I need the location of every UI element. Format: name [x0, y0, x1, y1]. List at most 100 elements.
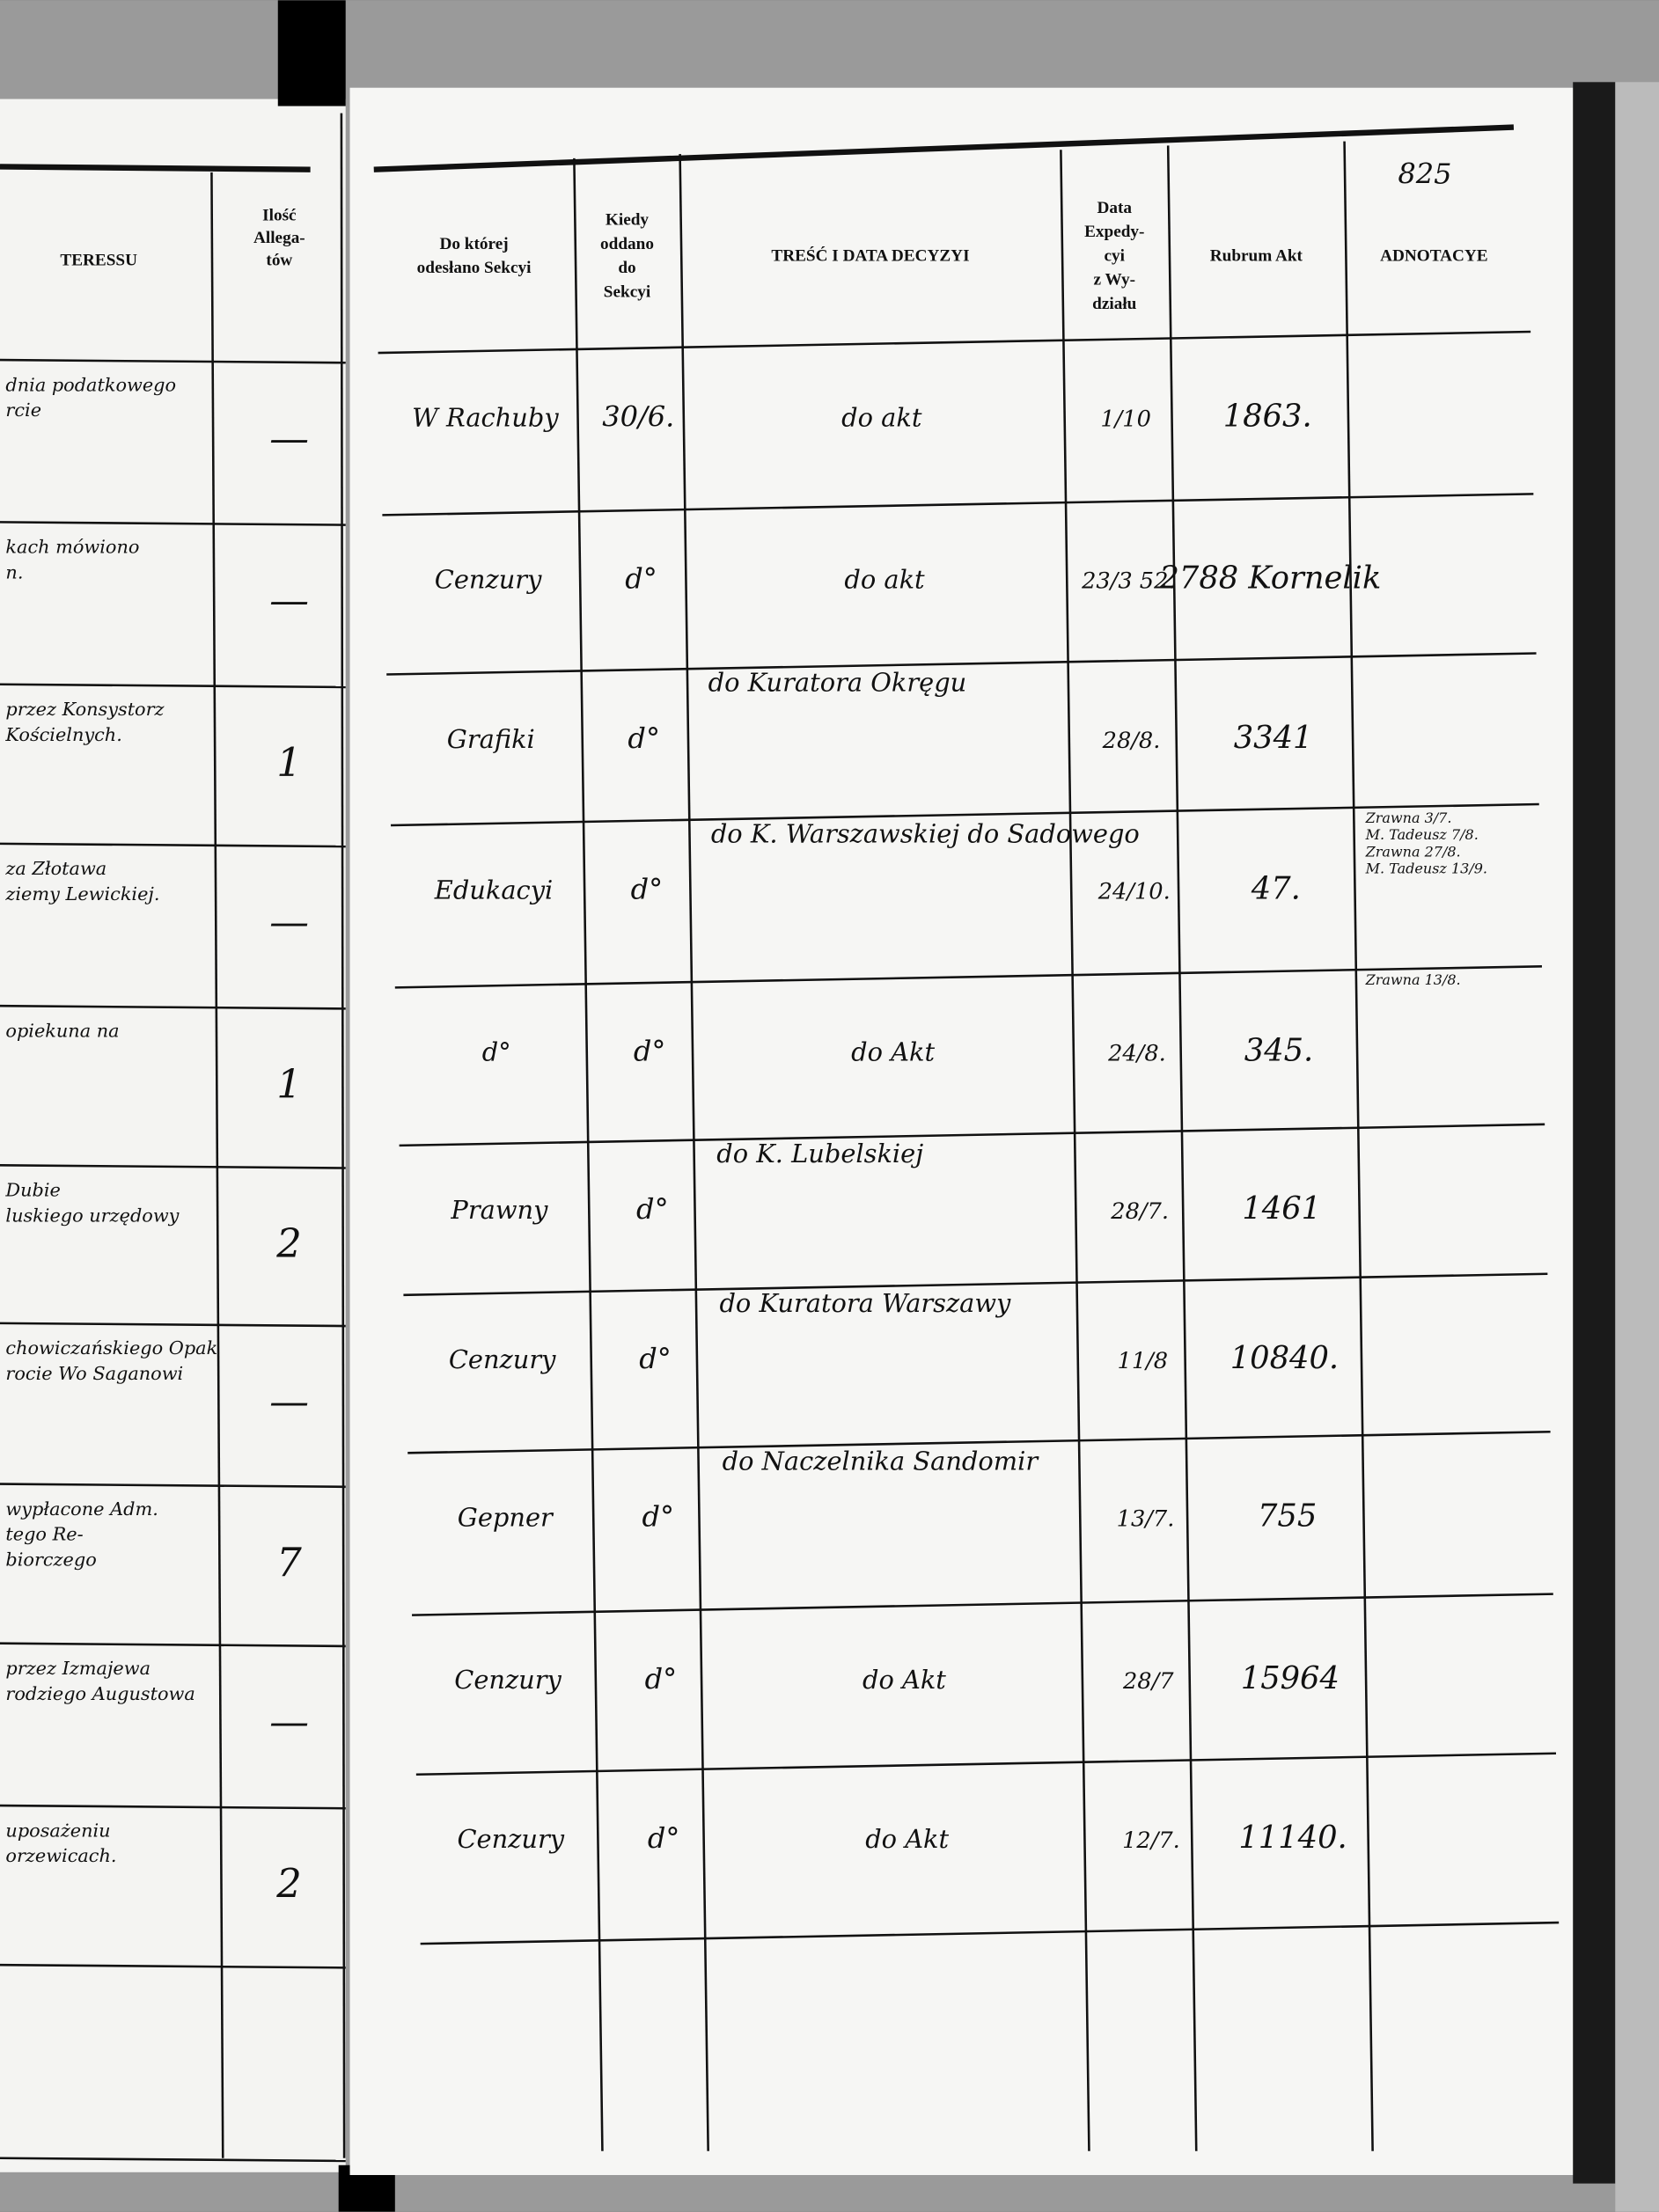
column-rule	[340, 113, 346, 2158]
date-cell: d°	[628, 721, 660, 755]
row-rule	[403, 1272, 1548, 1297]
annotation-line: Zrawna 27/8.	[1365, 843, 1461, 860]
column-header: Kiedy	[606, 211, 650, 230]
date-cell: d°	[634, 1035, 666, 1068]
column-header: do	[618, 259, 635, 277]
allegata-count: 2	[275, 1220, 302, 1267]
rubrum-cell: 10840.	[1230, 1340, 1339, 1376]
expedition-cell: 11/8	[1118, 1348, 1169, 1374]
page-number: 825	[1398, 157, 1451, 191]
allegata-count: 7	[276, 1539, 302, 1586]
rubrum-cell: 1461	[1242, 1190, 1321, 1227]
column-header: Ilość	[262, 206, 297, 224]
content-cell: do Akt	[863, 1665, 946, 1695]
rubrum-cell: 345.	[1244, 1033, 1314, 1069]
entry-text: opiekuna na	[5, 1020, 119, 1041]
column-header: TERESSU	[60, 252, 137, 270]
column-rule	[210, 172, 224, 2158]
section-cell: Cenzury	[457, 1824, 564, 1854]
section-cell: Cenzury	[449, 1344, 556, 1374]
row-rule	[0, 2157, 346, 2163]
column-header: ADNOTACYE	[1380, 246, 1487, 265]
column-header: odesłano Sekcyi	[417, 259, 532, 277]
allegata-count: —	[269, 414, 309, 461]
row-rule	[0, 1483, 346, 1489]
allegata-count: —	[269, 1378, 309, 1425]
book-edge	[1573, 82, 1616, 2184]
row-rule	[0, 1004, 346, 1010]
expedition-cell: 24/10.	[1097, 878, 1171, 905]
row-rule	[0, 842, 346, 848]
annotation-line: Zrawna 13/8.	[1365, 971, 1461, 988]
content-cell: do K. Lubelskiej	[716, 1139, 923, 1168]
allegata-count: —	[269, 1698, 309, 1745]
header-rule	[373, 124, 1515, 172]
allegata-count: —	[269, 577, 309, 624]
content-cell: do Akt	[865, 1824, 949, 1854]
expedition-cell: 1/10	[1100, 406, 1151, 432]
section-cell: W Rachuby	[412, 402, 559, 432]
expedition-cell: 12/7.	[1122, 1827, 1180, 1854]
section-cell: Cenzury	[454, 1665, 562, 1695]
entry-text: wypłacone Adm.	[5, 1498, 158, 1520]
expedition-cell: 28/7	[1122, 1668, 1174, 1695]
date-cell: d°	[631, 872, 664, 905]
row-rule	[394, 965, 1542, 989]
column-header: tów	[266, 252, 292, 270]
date-cell: d°	[625, 562, 657, 596]
entry-text: ziemy Lewickiej.	[4, 883, 159, 905]
content-cell: do Akt	[851, 1037, 935, 1067]
content-cell: do akt	[844, 565, 925, 595]
column-rule	[1060, 150, 1090, 2151]
allegata-count: —	[269, 898, 309, 945]
column-header: TREŚĆ I DATA DECYZYI	[771, 245, 969, 265]
section-cell: d°	[482, 1037, 511, 1067]
column-header: Do której	[440, 235, 509, 253]
section-cell: Grafiki	[447, 724, 535, 754]
row-rule	[390, 802, 1539, 827]
section-cell: Prawny	[450, 1195, 548, 1225]
entry-text: biorczego	[5, 1549, 96, 1571]
column-rule	[573, 157, 604, 2151]
date-cell: d°	[636, 1192, 669, 1226]
header-rule	[0, 164, 311, 172]
column-header: cyi	[1105, 246, 1126, 265]
column-rule	[1166, 145, 1198, 2151]
expedition-cell: 23/3 52.	[1081, 568, 1175, 595]
left-page	[0, 99, 346, 2172]
column-header: Rubrum Akt	[1210, 246, 1303, 265]
section-cell: Cenzury	[435, 565, 542, 595]
row-rule	[0, 1804, 346, 1810]
row-rule	[0, 1322, 346, 1328]
column-header: oddano	[600, 235, 654, 253]
content-cell: do Kuratora Okręgu	[708, 668, 967, 698]
expedition-cell: 28/8.	[1102, 728, 1161, 754]
entry-text: Kościelnych.	[4, 724, 121, 745]
row-rule	[386, 652, 1537, 676]
date-cell: d°	[639, 1342, 672, 1375]
content-cell: do K. Warszawskiej do Sadowego	[711, 818, 1140, 848]
date-cell: d°	[645, 1662, 678, 1696]
row-rule	[0, 358, 346, 364]
row-rule	[420, 1921, 1560, 1945]
binding-shadow	[277, 0, 346, 106]
allegata-count: 2	[275, 1860, 302, 1907]
entry-text: orzewicach.	[5, 1845, 116, 1866]
entry-text: przez Izmajewa	[5, 1658, 150, 1679]
row-rule	[415, 1752, 1557, 1776]
content-cell: do Kuratora Warszawy	[719, 1288, 1011, 1318]
book-edge	[1615, 82, 1659, 2212]
entry-text: za Złotawa	[4, 858, 106, 879]
column-rule	[679, 154, 709, 2151]
rubrum-cell: 47.	[1251, 870, 1301, 906]
date-cell: d°	[648, 1821, 680, 1855]
entry-text: kach mówiono	[5, 537, 139, 558]
section-cell: Edukacyi	[434, 875, 553, 905]
entry-text: rodziego Augustowa	[5, 1683, 195, 1704]
annotation-line: Zrawna 3/7.	[1365, 809, 1452, 826]
row-rule	[0, 1642, 346, 1648]
column-header: Sekcyi	[604, 282, 651, 301]
date-cell: d°	[642, 1500, 674, 1534]
expedition-cell: 28/7.	[1110, 1198, 1169, 1225]
